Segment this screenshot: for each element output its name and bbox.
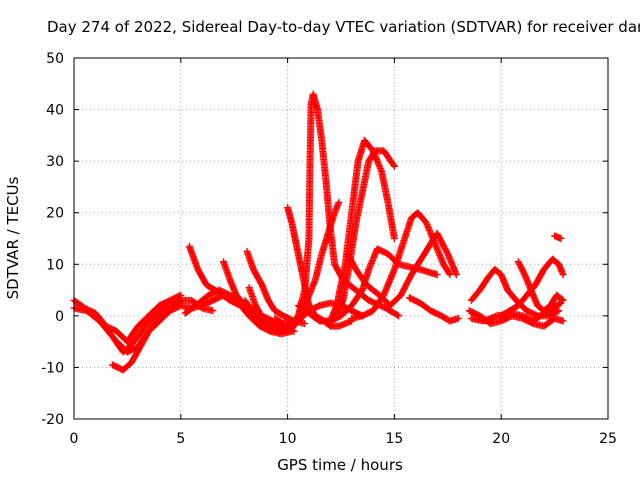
data-point	[452, 271, 460, 279]
x-tick-label: 20	[492, 431, 510, 447]
x-tick-label: 25	[599, 431, 617, 447]
data-point	[454, 314, 462, 322]
x-tick-label: 0	[70, 431, 79, 447]
data-point	[301, 320, 309, 328]
y-tick-label: 0	[55, 309, 64, 325]
y-tick-label: 50	[46, 51, 64, 67]
y-tick-label: 30	[46, 154, 64, 170]
data-point	[445, 269, 453, 277]
chart-title: Day 274 of 2022, Sidereal Day-to-day VTE…	[47, 18, 640, 36]
data-point	[433, 271, 441, 279]
data-point	[390, 162, 398, 170]
series-track-24	[551, 232, 565, 242]
data-point	[390, 235, 398, 242]
y-tick-label: 10	[46, 257, 64, 273]
x-tick-label: 15	[385, 431, 403, 447]
axis-ticks: 0 5 10 15 20 25 -20 -10 0 10 20 30 40 50	[41, 51, 617, 447]
y-axis-title: SDTVAR / TECUs	[4, 176, 22, 299]
series-track-17	[348, 209, 454, 322]
x-tick-label: 5	[176, 431, 185, 447]
data-point	[558, 296, 566, 304]
series-track-18	[405, 294, 462, 325]
series-track-12	[284, 204, 356, 330]
data-point	[555, 307, 563, 315]
data-point	[393, 311, 401, 319]
data-point	[335, 198, 343, 206]
data-point	[390, 161, 398, 169]
series-track-14	[316, 137, 398, 325]
data-point	[556, 300, 564, 308]
y-tick-label: -20	[41, 412, 64, 428]
data-point	[559, 271, 567, 279]
plot-frame	[73, 57, 609, 420]
data-point	[209, 307, 217, 315]
series-track-23	[467, 299, 565, 325]
data-point	[446, 271, 454, 279]
series-track-21	[497, 255, 567, 320]
data-points	[70, 90, 567, 374]
y-tick-label: -10	[41, 360, 64, 376]
y-tick-label: 20	[46, 206, 64, 222]
y-tick-label: 40	[46, 103, 64, 119]
data-point	[557, 235, 565, 242]
data-point	[559, 317, 567, 325]
x-axis-title: GPS time / hours	[277, 456, 403, 474]
data-point	[557, 299, 565, 307]
data-point	[395, 312, 403, 320]
x-tick-label: 10	[279, 431, 297, 447]
